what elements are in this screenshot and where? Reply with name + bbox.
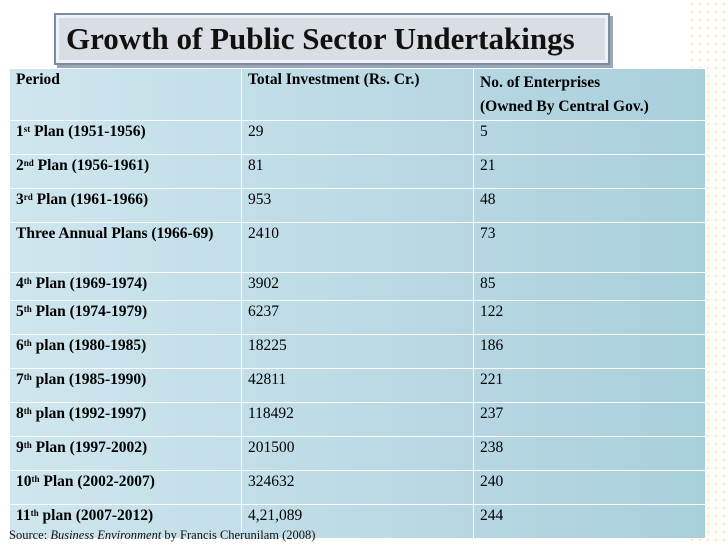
plan-number: 8 <box>16 405 24 422</box>
table-row: 9th Plan (1997-2002) 201500 238 <box>9 436 706 471</box>
plan-label: Plan (1997-2002) <box>31 439 148 456</box>
source-prefix: Source: <box>9 528 51 542</box>
table-row: Three Annual Plans (1966-69) 2410 73 <box>9 222 706 273</box>
period-cell: 8th plan (1992-1997) <box>9 402 242 437</box>
investment-cell: 118492 <box>241 402 474 437</box>
plan-label: Plan (2002-2007) <box>39 473 155 490</box>
source-suffix: by Francis Cherunilam (2008) <box>161 528 316 542</box>
plan-label: Plan (1951-1956) <box>30 123 146 140</box>
ordinal-suffix: st <box>23 124 31 134</box>
plan-number: 7 <box>16 371 24 388</box>
header-enterprises-line2: (Owned By Central Gov.) <box>480 98 649 115</box>
plan-number: 2 <box>16 157 24 174</box>
period-cell: 9th Plan (1997-2002) <box>9 436 242 471</box>
plan-label: Plan (1961-1966) <box>32 191 149 208</box>
ordinal-suffix: th <box>31 474 40 484</box>
period-cell: 11th plan (2007-2012) <box>9 504 242 539</box>
plan-number: 9 <box>16 439 24 456</box>
investment-cell: 18225 <box>241 334 474 369</box>
enterprises-cell: 21 <box>473 154 706 189</box>
source-book-title: Business Environment <box>50 528 162 542</box>
investment-cell: 201500 <box>241 436 474 471</box>
source-citation: Source: Business Environment by Francis … <box>9 528 315 543</box>
enterprises-cell: 244 <box>473 504 706 539</box>
period-cell: 2nd Plan (1956-1961) <box>9 154 242 189</box>
table-row: 6th plan (1980-1985) 18225 186 <box>9 334 706 369</box>
plan-label: Three Annual Plans (1966-69) <box>16 225 214 242</box>
header-enterprises: No. of Enterprises (Owned By Central Gov… <box>473 68 706 121</box>
header-period: Period <box>9 68 242 121</box>
plan-number: 11 <box>16 507 31 524</box>
ordinal-suffix: rd <box>23 192 33 202</box>
investment-cell: 953 <box>241 188 474 223</box>
ordinal-suffix: nd <box>23 158 34 168</box>
ordinal-suffix: th <box>23 372 32 382</box>
plan-number: 10 <box>16 473 32 490</box>
enterprises-cell: 73 <box>473 222 706 273</box>
plan-label: Plan (1974-1979) <box>31 303 148 320</box>
plan-label: plan (1980-1985) <box>31 337 147 354</box>
enterprises-cell: 221 <box>473 368 706 403</box>
plan-number: 6 <box>16 337 24 354</box>
enterprises-cell: 85 <box>473 272 706 301</box>
plan-number: 5 <box>16 303 24 320</box>
enterprises-cell: 186 <box>473 334 706 369</box>
table-row: 7th plan (1985-1990) 42811 221 <box>9 368 706 403</box>
table-row: 2nd Plan (1956-1961) 81 21 <box>9 154 706 189</box>
plan-label: Plan (1956-1961) <box>33 157 150 174</box>
plan-label: plan (1985-1990) <box>31 371 147 388</box>
enterprises-cell: 237 <box>473 402 706 437</box>
enterprises-cell: 48 <box>473 188 706 223</box>
plan-label: plan (1992-1997) <box>31 405 147 422</box>
plan-number: 1 <box>16 123 24 140</box>
enterprises-cell: 122 <box>473 300 706 335</box>
ordinal-suffix: th <box>30 508 39 518</box>
period-cell: 10th Plan (2002-2007) <box>9 470 242 505</box>
plan-label: plan (2007-2012) <box>38 507 154 524</box>
table-row: 1st Plan (1951-1956) 29 5 <box>9 120 706 155</box>
plan-number: 4 <box>16 275 24 292</box>
period-cell: Three Annual Plans (1966-69) <box>9 222 242 273</box>
ordinal-suffix: th <box>23 276 32 286</box>
investment-cell: 6237 <box>241 300 474 335</box>
period-cell: 1st Plan (1951-1956) <box>9 120 242 155</box>
period-cell: 7th plan (1985-1990) <box>9 368 242 403</box>
table-row: 10th Plan (2002-2007) 324632 240 <box>9 470 706 505</box>
enterprises-cell: 240 <box>473 470 706 505</box>
investment-cell: 81 <box>241 154 474 189</box>
ordinal-suffix: th <box>23 304 32 314</box>
table-row: 4th Plan (1969-1974) 3902 85 <box>9 272 706 301</box>
investment-cell: 29 <box>241 120 474 155</box>
table-row: 8th plan (1992-1997) 118492 237 <box>9 402 706 437</box>
plan-label: Plan (1969-1974) <box>31 275 148 292</box>
ordinal-suffix: th <box>23 440 32 450</box>
period-cell: 6th plan (1980-1985) <box>9 334 242 369</box>
title-box: Growth of Public Sector Undertakings <box>54 13 610 65</box>
header-enterprises-line1: No. of Enterprises <box>480 74 601 91</box>
table-row: 5th Plan (1974-1979) 6237 122 <box>9 300 706 335</box>
ordinal-suffix: th <box>23 338 32 348</box>
table-row: 3rd Plan (1961-1966) 953 48 <box>9 188 706 223</box>
plan-number: 3 <box>16 191 24 208</box>
enterprises-cell: 238 <box>473 436 706 471</box>
period-cell: 5th Plan (1974-1979) <box>9 300 242 335</box>
slide-title: Growth of Public Sector Undertakings <box>66 21 575 56</box>
investment-cell: 2410 <box>241 222 474 273</box>
table-row: 11th plan (2007-2012) 4,21,089 244 <box>9 504 706 539</box>
investment-cell: 42811 <box>241 368 474 403</box>
ordinal-suffix: th <box>23 406 32 416</box>
period-cell: 4th Plan (1969-1974) <box>9 272 242 301</box>
header-investment: Total Investment (Rs. Cr.) <box>241 68 474 121</box>
investment-cell: 3902 <box>241 272 474 301</box>
period-cell: 3rd Plan (1961-1966) <box>9 188 242 223</box>
investment-cell: 4,21,089 <box>241 504 474 539</box>
enterprises-cell: 5 <box>473 120 706 155</box>
data-table: Period Total Investment (Rs. Cr.) No. of… <box>9 68 706 539</box>
investment-cell: 324632 <box>241 470 474 505</box>
table-header-row: Period Total Investment (Rs. Cr.) No. of… <box>9 68 706 121</box>
